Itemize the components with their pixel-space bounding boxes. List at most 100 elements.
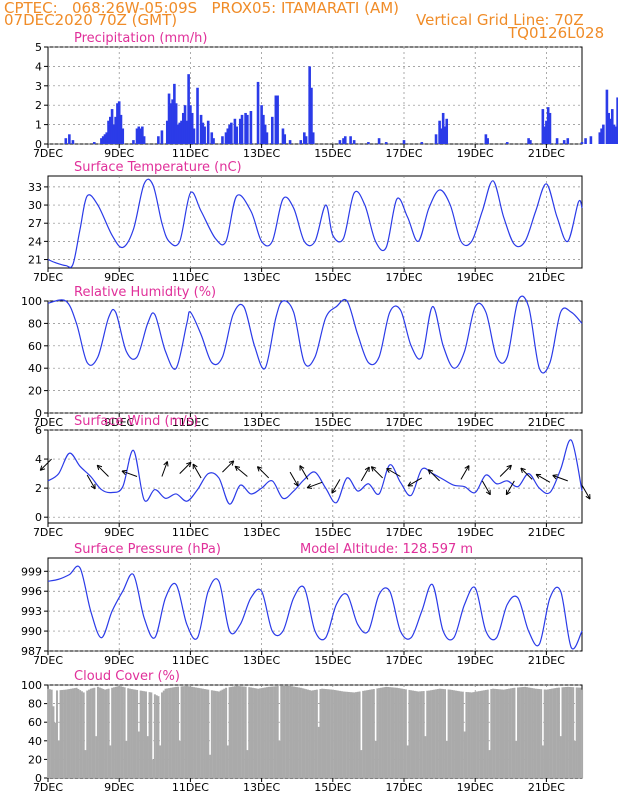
cloud-bar [413, 690, 416, 778]
precip-bar [183, 105, 187, 144]
cloud-bar [534, 688, 537, 778]
wind-arrow [481, 480, 491, 495]
x-tick-label: 9DEC [104, 271, 134, 284]
precip-bar [367, 142, 370, 144]
precip-bar [176, 124, 180, 144]
cloud-bar [127, 688, 130, 778]
cloud-bar [111, 687, 114, 778]
wind-arrow [86, 474, 96, 490]
cloud-bar [70, 688, 73, 778]
cloud-bar [502, 689, 505, 778]
precip-bar [110, 109, 114, 144]
cloud-bar [80, 691, 83, 778]
cloud-bar [509, 688, 512, 778]
x-tick-label: 11DEC [172, 271, 209, 284]
cloud-bar [579, 687, 582, 778]
cloud-bar [79, 690, 82, 778]
precip-bar [228, 124, 231, 144]
cloud-bar [415, 691, 418, 778]
wind-arrow-head [552, 474, 558, 480]
panel-title: Surface Wind (m/s) [74, 414, 198, 429]
cloud-bar [216, 691, 219, 778]
cloud-bar [410, 690, 413, 778]
cloud-bar [194, 687, 197, 778]
cloud-bar [187, 686, 190, 778]
precip-bar [119, 114, 123, 144]
cloud-bar [104, 689, 107, 778]
cloud-bar [554, 688, 557, 778]
cloud-bar [331, 689, 334, 778]
cloud-bar [536, 688, 539, 778]
cloud-bar [285, 685, 288, 778]
precip-bar [92, 142, 96, 144]
cloud-bar [472, 692, 475, 778]
cloud-bar [105, 689, 108, 778]
precip-bar [546, 107, 550, 144]
cloud-bar [299, 687, 302, 778]
precip-bar [541, 109, 545, 144]
cloud-bar [150, 692, 153, 778]
cloud-bar [48, 689, 51, 778]
precip-bar [206, 120, 210, 144]
cloud-bar [114, 686, 117, 778]
precip-bar [141, 126, 144, 144]
precip-bar [238, 118, 242, 144]
x-tick-label: 15DEC [314, 271, 351, 284]
cloud-bar [61, 689, 64, 778]
cloud-bar [50, 689, 53, 778]
cloud-bar [559, 736, 562, 778]
panel-title: Surface Pressure (hPa) [74, 542, 221, 557]
x-tick-label: 9DEC [104, 781, 134, 794]
cloud-bar [545, 689, 548, 778]
y-tick-label: 999 [21, 565, 42, 578]
cloud-bar [374, 740, 377, 778]
cloud-bar [349, 692, 352, 778]
y-tick-label: 100 [21, 679, 42, 692]
y-tick-label: 30 [28, 199, 42, 212]
cloud-bar [326, 689, 329, 778]
y-tick-label: 80 [28, 698, 42, 711]
y-tick-label: 990 [21, 625, 42, 638]
y-tick-label: 80 [28, 317, 42, 330]
precip-bar [443, 126, 447, 144]
wind-arrow-head [234, 465, 241, 472]
cloud-bar [153, 694, 156, 778]
precip-bar [260, 105, 263, 144]
wind-arrow-head [370, 466, 377, 472]
cloud-bar [116, 686, 119, 778]
wind-arrow [306, 481, 323, 489]
cloud-bar [378, 688, 381, 778]
precip-bar [189, 105, 192, 144]
cloud-bar [123, 687, 126, 778]
cloud-bar [274, 686, 277, 778]
cloud-bar [435, 689, 438, 778]
cloud-bar [531, 688, 534, 778]
wind-arrow [39, 458, 52, 471]
wind-arrow [499, 464, 512, 477]
wind-arrow [460, 465, 470, 480]
cloud-bar [315, 689, 318, 778]
cloud-bar [148, 692, 151, 778]
x-tick-label: 13DEC [243, 526, 280, 539]
x-tick-label: 21DEC [528, 271, 565, 284]
cloud-bar [301, 688, 304, 778]
cloud-bar [346, 691, 349, 778]
cloud-bar [399, 688, 402, 778]
cloud-bar [424, 736, 427, 778]
cloud-bar [447, 689, 450, 778]
cloud-bar [173, 687, 176, 778]
cloud-bar [344, 691, 347, 778]
precip-bar [602, 124, 605, 144]
cloud-bar [161, 692, 163, 778]
cloud-bar [444, 689, 447, 778]
precip-bar [137, 126, 141, 144]
y-tick-label: 20 [28, 753, 42, 766]
x-tick-label: 15DEC [314, 781, 351, 794]
precip-bar [377, 138, 381, 144]
precip-bar [484, 134, 488, 144]
cloud-bar [408, 689, 411, 778]
precip-bar [338, 140, 342, 144]
precip-bar [180, 120, 183, 144]
panel-frame [47, 46, 583, 145]
precip-bar [192, 128, 196, 144]
